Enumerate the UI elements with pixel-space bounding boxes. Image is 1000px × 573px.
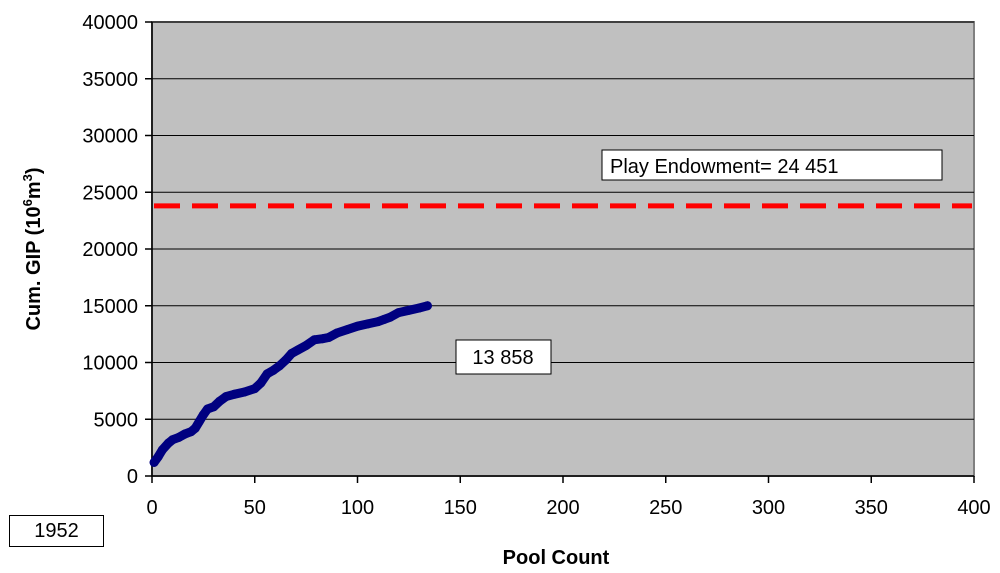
data-point-29	[332, 328, 342, 338]
data-point-35	[385, 312, 395, 322]
data-point-21	[274, 361, 284, 371]
data-point-13	[215, 396, 225, 406]
data-point-12	[209, 402, 219, 412]
data-point-39	[422, 301, 432, 311]
cum-value-annotation: 13 858	[455, 339, 552, 375]
x-tick-label-300: 300	[752, 497, 785, 519]
data-point-32	[363, 319, 373, 329]
data-point-36	[394, 308, 404, 318]
y-tick-label-0: 0	[127, 466, 138, 488]
y-axis-title: Cum. GIP (106m3)	[20, 167, 45, 330]
data-point-2	[157, 445, 167, 455]
y-tick-label-25000: 25000	[82, 182, 138, 204]
data-point-18	[256, 378, 266, 388]
data-point-20	[268, 365, 278, 375]
y-tick-label-15000: 15000	[82, 296, 138, 318]
y-tick-label-5000: 5000	[94, 409, 139, 431]
endowment-annotation: Play Endowment= 24 451	[601, 149, 943, 181]
data-point-31	[353, 321, 362, 331]
data-point-17	[250, 384, 260, 394]
data-point-37	[404, 305, 414, 315]
data-point-30	[342, 325, 352, 335]
x-tick-label-0: 0	[146, 497, 157, 519]
y-axis-title-sup2: 3	[20, 174, 35, 181]
endowment-annotation-text: Play Endowment= 24 451	[610, 156, 839, 178]
data-point-38	[414, 303, 424, 313]
endowment-annotation-box	[601, 149, 943, 181]
data-point-24	[293, 345, 303, 355]
x-axis-title: Pool Count	[503, 547, 610, 569]
y-axis-title-end: )	[23, 167, 45, 174]
x-tick-label-400: 400	[957, 497, 990, 519]
x-tick-label-250: 250	[649, 497, 682, 519]
data-point-22	[281, 355, 291, 365]
x-tick-label-50: 50	[244, 497, 266, 519]
data-point-9	[194, 417, 204, 426]
y-tick-label-20000: 20000	[82, 239, 138, 261]
x-tick-group: 0 50 100 150 200 250 300 350 400	[146, 476, 991, 519]
y-tick-label-35000: 35000	[82, 69, 138, 91]
y-axis-title-main: Cum. GIP (10	[23, 206, 45, 330]
y-axis-title-sup1: 6	[20, 199, 35, 206]
y-tick-group: 0 5000 10000 15000 20000 25000 30000 35000 40000	[82, 12, 152, 488]
cum-value-annotation-box	[455, 339, 552, 375]
y-axis-title-mid: m	[23, 181, 45, 199]
data-point-16	[240, 387, 249, 397]
data-point-14	[221, 392, 231, 402]
year-label-box: 1952	[9, 515, 104, 547]
data-point-1	[153, 452, 163, 462]
data-point-25	[301, 341, 311, 350]
x-tick-label-350: 350	[855, 497, 888, 519]
data-point-28	[324, 333, 334, 342]
data-point-26	[309, 335, 319, 345]
x-tick-label-100: 100	[341, 497, 374, 519]
y-tick-label-40000: 40000	[82, 12, 138, 34]
y-tick-label-10000: 10000	[82, 353, 138, 375]
series-group	[149, 301, 432, 467]
data-point-8	[190, 423, 200, 433]
cum-value-annotation-text: 13 858	[472, 347, 533, 369]
x-tick-label-150: 150	[444, 497, 477, 519]
x-tick-label-200: 200	[546, 497, 579, 519]
data-point-15	[229, 389, 239, 399]
y-tick-label-30000: 30000	[82, 126, 138, 148]
year-label: 1952	[34, 520, 79, 542]
